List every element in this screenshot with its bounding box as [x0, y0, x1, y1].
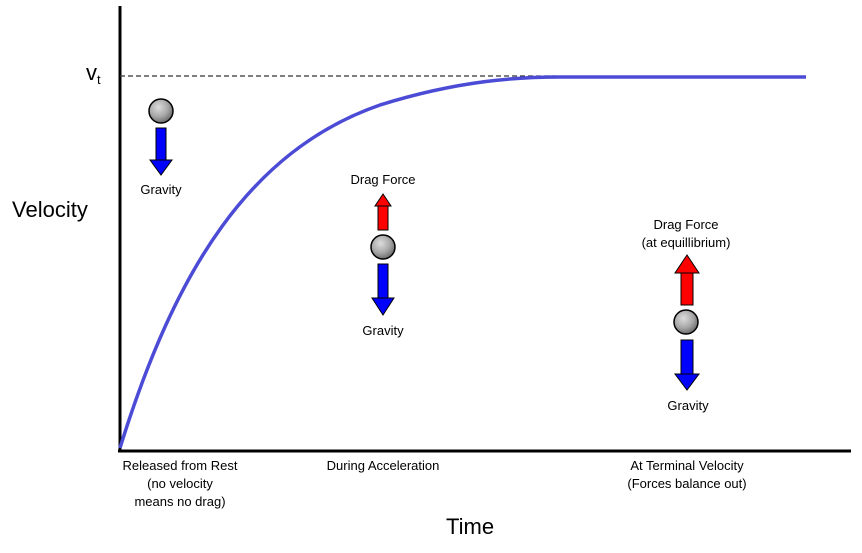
gravity-label-stage1: Gravity: [140, 182, 182, 197]
ball-stage2: [370, 234, 396, 260]
caption-stage3-line2: (Forces balance out): [627, 476, 747, 491]
drag-arrow-stage2: [374, 193, 392, 231]
gravity-arrow-stage1: [149, 127, 173, 176]
caption-stage1-line2: (no velocity: [147, 476, 213, 491]
y-axis-label: Velocity: [12, 197, 88, 222]
drag-force-label-stage2: Drag Force: [350, 172, 416, 187]
caption-stage1-line3: means no drag): [134, 494, 226, 509]
x-axis-label: Time: [446, 514, 495, 539]
gravity-label-stage2: Gravity: [362, 323, 404, 338]
gravity-arrow-stage2: [371, 263, 395, 316]
ball-stage1: [148, 98, 174, 124]
caption-stage1: Released from Rest (no velocity means no…: [100, 457, 260, 511]
velocity-curve: [118, 75, 806, 449]
caption-stage3: At Terminal Velocity (Forces balance out…: [597, 457, 777, 493]
gravity-label-stage3: Gravity: [667, 398, 709, 413]
caption-stage3-line1: At Terminal Velocity: [630, 458, 744, 473]
drag-force-label-stage3-line2: (at equillibrium): [641, 235, 731, 250]
drag-force-label-stage3-line1: Drag Force: [653, 217, 719, 232]
drag-force-label-stage3: Drag Force (at equillibrium): [616, 216, 756, 252]
gravity-arrow-stage3: [674, 339, 700, 391]
ball-stage3: [673, 309, 699, 335]
drag-arrow-stage3: [674, 254, 700, 306]
caption-stage1-line1: Released from Rest: [122, 458, 238, 473]
terminal-velocity-label: vt: [86, 60, 101, 87]
caption-stage2: During Acceleration: [326, 458, 440, 473]
